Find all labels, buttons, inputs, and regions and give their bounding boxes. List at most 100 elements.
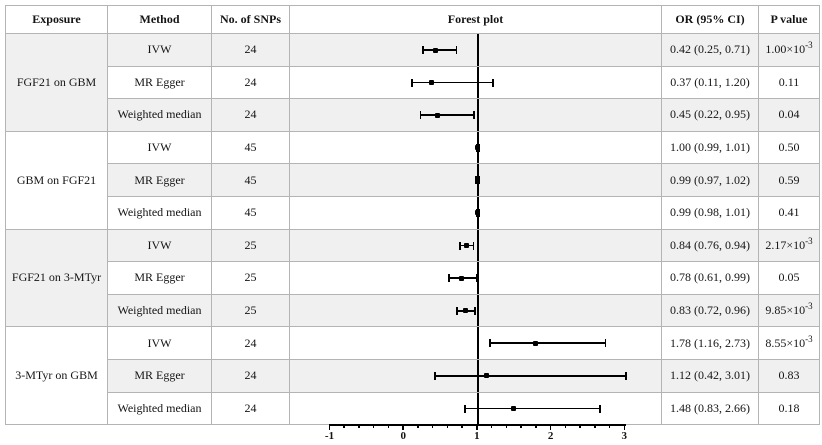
minor-tick: [358, 424, 360, 428]
table-row: MR Egger 25 0.78 (0.61, 0.99) 0.05: [6, 261, 820, 295]
forest-plot-cell: [289, 261, 662, 295]
method-cell: IVW: [107, 326, 212, 360]
ci-cap-left: [411, 78, 414, 87]
minor-tick: [490, 424, 493, 428]
table-row: MR Egger 45 0.99 (0.97, 1.02) 0.59: [6, 163, 820, 197]
point-marker: [462, 308, 468, 314]
col-header-exposure: Exposure: [5, 5, 108, 34]
method-cell: Weighted median: [107, 195, 212, 230]
minor-tick: [343, 424, 345, 428]
snps-cell: 25: [211, 228, 290, 263]
forest-plot-cell: [289, 65, 662, 100]
p-value-cell: 0.18: [758, 391, 820, 426]
axis-tick-label: -1: [324, 430, 335, 442]
col-header-method: Method: [107, 5, 212, 34]
minor-tick: [417, 424, 419, 428]
point-marker: [434, 112, 440, 118]
or-ci-cell: 0.37 (0.11, 1.20): [661, 65, 759, 100]
forest-plot-cell: [289, 33, 662, 67]
forest-plot-cell: [289, 326, 662, 360]
ci-cap-left: [434, 371, 437, 380]
axis-tick-label: 0: [400, 430, 406, 442]
point-marker: [428, 80, 434, 86]
axis-line: [329, 424, 626, 426]
minor-tick: [564, 424, 567, 428]
point-marker: [532, 340, 538, 346]
minor-tick: [594, 424, 596, 428]
p-value-cell: 0.41: [758, 195, 820, 230]
ci-cap-right: [474, 306, 476, 315]
major-tick: [328, 424, 331, 430]
major-tick: [476, 424, 478, 430]
or-ci-cell: 0.99 (0.97, 1.02): [661, 163, 759, 197]
p-value-cell: 1.00×10-3: [758, 33, 820, 67]
minor-tick: [608, 424, 611, 428]
method-cell: MR Egger: [107, 358, 212, 393]
or-ci-cell: 0.83 (0.72, 0.96): [661, 293, 759, 328]
ci-cap-right: [491, 78, 494, 87]
exposure-group-cell: GBM on FGF21: [5, 130, 108, 230]
snps-cell: 25: [211, 293, 290, 328]
point-marker: [432, 47, 438, 53]
point-marker: [459, 275, 465, 281]
or-ci-cell: 1.00 (0.99, 1.01): [661, 130, 759, 165]
point-marker: [475, 145, 481, 151]
p-value-cell: 0.11: [758, 65, 820, 100]
p-value-cell: 8.55×10-3: [758, 326, 820, 360]
point-marker: [474, 177, 480, 183]
ci-line: [412, 81, 493, 84]
snps-cell: 24: [211, 391, 290, 426]
ci-cap-right: [604, 339, 607, 348]
point-marker: [510, 406, 516, 412]
or-ci-cell: 0.84 (0.76, 0.94): [661, 228, 759, 263]
reference-line: [477, 230, 479, 261]
p-exponent: -3: [805, 235, 813, 246]
or-ci-cell: 0.99 (0.98, 1.01): [661, 195, 759, 230]
minor-tick: [535, 424, 537, 428]
or-ci-cell: 0.78 (0.61, 0.99): [661, 261, 759, 295]
ci-cap-left: [459, 241, 462, 250]
table-row: 3-MTyr on GBM IVW 24 1.78 (1.16, 2.73) 8…: [5, 326, 820, 426]
reference-line: [477, 295, 479, 326]
or-ci-cell: 1.78 (1.16, 2.73): [661, 326, 759, 360]
snps-cell: 24: [211, 33, 290, 67]
col-header-snps: No. of SNPs: [211, 5, 290, 34]
forest-plot-cell: [289, 98, 662, 132]
method-cell: Weighted median: [107, 293, 212, 328]
p-value-cell: 0.50: [758, 130, 820, 165]
or-ci-cell: 1.12 (0.42, 3.01): [661, 358, 759, 393]
minor-tick: [461, 424, 463, 428]
p-value-cell: 0.04: [758, 98, 820, 132]
snps-cell: 24: [211, 65, 290, 100]
forest-plot-cell: [289, 391, 662, 426]
col-header-or-ci: OR (95% CI): [661, 5, 759, 34]
forest-plot-cell: [289, 358, 662, 393]
axis-tick-label: 1: [474, 430, 480, 442]
method-cell: Weighted median: [107, 98, 212, 132]
reference-line: [477, 34, 479, 66]
point-marker: [484, 373, 490, 379]
axis-tick-label: 2: [547, 430, 554, 442]
ci-line: [465, 407, 601, 410]
method-cell: MR Egger: [107, 65, 212, 100]
ci-cap-right: [455, 46, 458, 54]
ci-line: [422, 49, 457, 51]
p-exponent: -3: [805, 40, 813, 51]
ci-cap-left: [456, 306, 459, 315]
table-row: FGF21 on GBM IVW 24 0.42 (0.25, 0.71) 1.…: [5, 33, 820, 132]
minor-tick: [387, 424, 390, 428]
header-row: Exposure Method No. of SNPs Forest plot …: [5, 5, 820, 34]
ci-cap-right: [625, 371, 627, 380]
ci-cap-right: [472, 241, 475, 250]
axis-tick-label: 3: [621, 430, 628, 442]
minor-tick: [520, 424, 522, 428]
table-row: FGF21 on 3-MTyr IVW 25 0.84 (0.76, 0.94)…: [5, 228, 820, 328]
p-value-cell: 0.83: [758, 358, 820, 393]
table-row: Weighted median 24 0.45 (0.22, 0.95) 0.0…: [6, 98, 820, 132]
point-marker: [463, 243, 469, 249]
method-cell: IVW: [107, 33, 212, 67]
method-cell: IVW: [107, 130, 212, 165]
table-row: GBM on FGF21 IVW 45 1.00 (0.99, 1.01) 0.…: [5, 130, 820, 230]
minor-tick: [446, 424, 449, 428]
p-exponent: -3: [805, 333, 813, 344]
